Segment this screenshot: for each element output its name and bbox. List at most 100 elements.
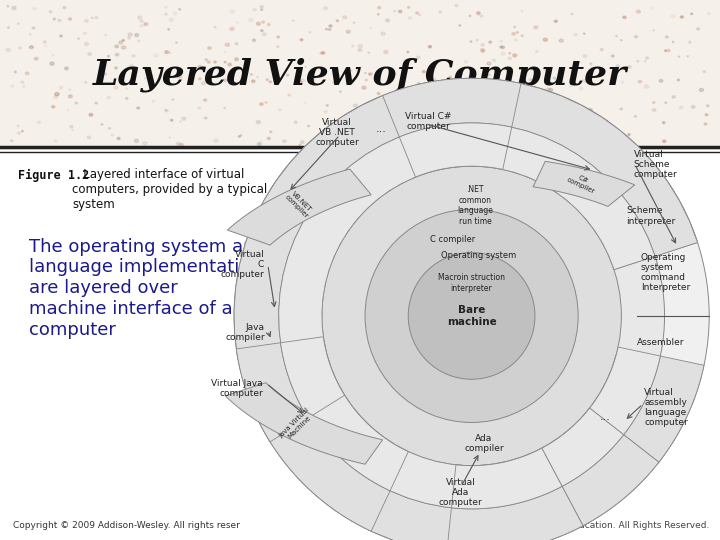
Circle shape	[45, 45, 46, 46]
Circle shape	[513, 86, 517, 89]
Circle shape	[168, 29, 169, 30]
Circle shape	[115, 53, 119, 56]
Circle shape	[70, 125, 73, 128]
Circle shape	[488, 128, 492, 130]
Text: Java Virtual
Machine: Java Virtual Machine	[278, 407, 315, 444]
Circle shape	[216, 66, 220, 69]
Circle shape	[11, 85, 14, 87]
Circle shape	[665, 36, 668, 38]
Circle shape	[89, 113, 93, 116]
Circle shape	[169, 52, 171, 53]
Circle shape	[130, 65, 133, 68]
Circle shape	[553, 77, 556, 79]
Circle shape	[500, 46, 503, 48]
Circle shape	[283, 140, 286, 143]
Circle shape	[101, 124, 103, 125]
Circle shape	[134, 139, 138, 143]
Circle shape	[482, 50, 485, 52]
Text: ...: ...	[376, 124, 387, 133]
Circle shape	[204, 117, 207, 119]
Text: Macroin struction
interpreter: Macroin struction interpreter	[438, 273, 505, 293]
Circle shape	[388, 76, 391, 78]
Circle shape	[49, 11, 52, 13]
Text: Virtual C#
computer: Virtual C# computer	[405, 112, 451, 131]
Circle shape	[138, 16, 142, 19]
Circle shape	[63, 6, 66, 9]
Circle shape	[478, 122, 481, 124]
Circle shape	[125, 98, 128, 99]
Polygon shape	[583, 187, 655, 269]
Circle shape	[362, 86, 366, 89]
Circle shape	[58, 19, 60, 22]
Circle shape	[120, 75, 122, 76]
Circle shape	[480, 15, 483, 17]
Circle shape	[336, 20, 338, 22]
Circle shape	[565, 136, 569, 139]
Circle shape	[60, 35, 63, 37]
Circle shape	[516, 31, 518, 33]
Polygon shape	[400, 123, 512, 177]
Circle shape	[169, 137, 171, 138]
Circle shape	[678, 79, 680, 81]
Circle shape	[377, 14, 379, 15]
Circle shape	[263, 33, 266, 36]
Circle shape	[112, 82, 114, 84]
Circle shape	[652, 8, 653, 9]
Circle shape	[583, 55, 587, 57]
Circle shape	[574, 33, 577, 36]
Polygon shape	[447, 487, 583, 540]
Circle shape	[180, 121, 181, 122]
Circle shape	[678, 56, 680, 57]
Circle shape	[137, 107, 140, 109]
Circle shape	[646, 57, 649, 59]
Circle shape	[399, 10, 402, 13]
Circle shape	[165, 51, 168, 53]
Ellipse shape	[234, 78, 709, 540]
Circle shape	[554, 20, 557, 22]
Circle shape	[364, 72, 366, 73]
Circle shape	[411, 110, 414, 112]
Circle shape	[353, 22, 355, 24]
Circle shape	[204, 99, 207, 102]
Circle shape	[91, 17, 93, 18]
Circle shape	[584, 33, 585, 34]
Circle shape	[616, 65, 620, 68]
Circle shape	[487, 74, 490, 76]
Polygon shape	[228, 169, 372, 245]
Polygon shape	[615, 157, 698, 256]
Circle shape	[288, 94, 290, 96]
Circle shape	[384, 109, 387, 112]
Circle shape	[287, 75, 289, 76]
Circle shape	[634, 36, 637, 38]
Text: Operating
system
command
Interpreter: Operating system command Interpreter	[641, 253, 690, 292]
Circle shape	[262, 21, 264, 23]
Circle shape	[224, 107, 225, 109]
Circle shape	[340, 91, 341, 92]
Circle shape	[50, 62, 54, 65]
Circle shape	[366, 118, 369, 121]
Circle shape	[583, 126, 586, 129]
Circle shape	[652, 109, 656, 111]
Text: Bare
machine: Bare machine	[446, 305, 497, 327]
Circle shape	[23, 86, 24, 87]
Circle shape	[11, 140, 13, 142]
Ellipse shape	[408, 253, 535, 379]
Circle shape	[518, 105, 522, 107]
Circle shape	[595, 130, 598, 132]
Polygon shape	[270, 96, 400, 214]
Circle shape	[464, 60, 468, 63]
Circle shape	[369, 73, 371, 75]
Circle shape	[52, 106, 55, 108]
Circle shape	[477, 85, 480, 88]
Circle shape	[449, 110, 452, 113]
Circle shape	[65, 67, 68, 70]
Circle shape	[329, 132, 333, 135]
Circle shape	[343, 16, 347, 19]
Circle shape	[705, 114, 708, 116]
Circle shape	[351, 45, 354, 47]
Circle shape	[217, 73, 221, 76]
Text: Scheme
interpreter: Scheme interpreter	[626, 206, 675, 226]
Polygon shape	[281, 337, 345, 418]
Circle shape	[261, 30, 263, 31]
Circle shape	[395, 112, 399, 114]
